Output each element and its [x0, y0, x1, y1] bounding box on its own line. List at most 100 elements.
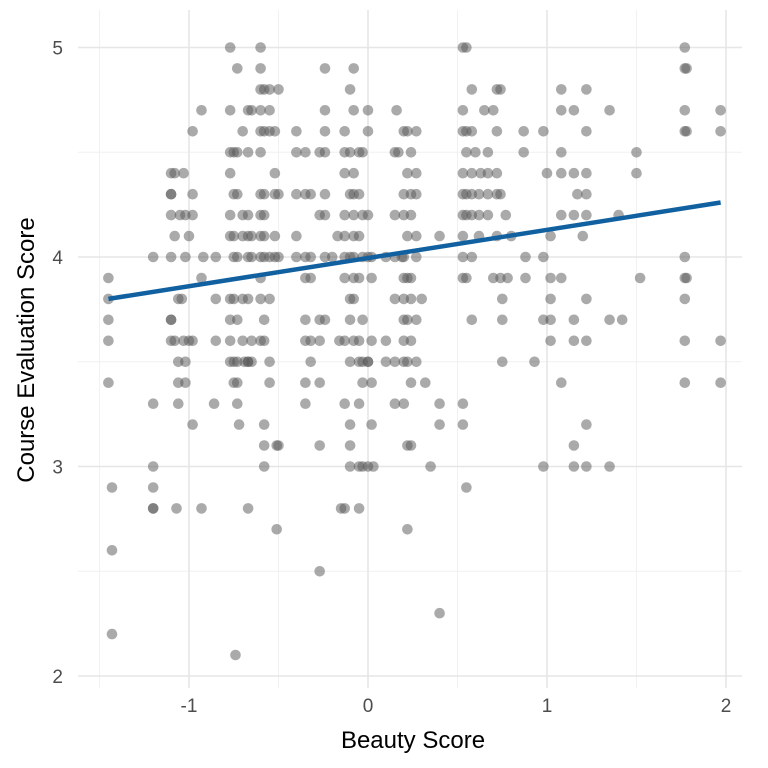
data-point — [339, 167, 351, 179]
data-point — [232, 147, 243, 158]
data-point — [545, 230, 556, 242]
data-point — [344, 147, 356, 158]
data-point — [314, 566, 326, 577]
data-point — [180, 251, 191, 263]
x-tick-label: 2 — [721, 696, 732, 717]
data-point — [255, 105, 266, 116]
data-point — [319, 314, 331, 326]
data-point — [482, 167, 494, 179]
data-point — [300, 398, 311, 410]
data-point — [568, 314, 580, 326]
x-axis-title: Beauty Score — [341, 727, 485, 754]
data-point — [405, 272, 417, 284]
data-point — [106, 545, 118, 556]
data-point — [339, 126, 351, 137]
data-point — [362, 105, 374, 116]
data-point — [405, 293, 417, 305]
data-point — [348, 105, 360, 116]
data-point — [210, 293, 222, 305]
data-point — [353, 398, 365, 410]
data-point — [497, 356, 508, 368]
data-point — [165, 188, 177, 200]
data-point — [393, 147, 404, 158]
data-point — [420, 377, 431, 389]
data-point — [568, 209, 580, 221]
data-point — [679, 251, 691, 263]
x-tick-label: 1 — [542, 696, 553, 717]
data-point — [491, 126, 503, 137]
data-point — [529, 356, 540, 368]
data-point — [581, 188, 592, 200]
data-point — [581, 126, 592, 137]
data-point — [264, 293, 275, 305]
data-point — [581, 335, 592, 347]
data-point — [604, 105, 615, 116]
data-point — [362, 356, 374, 368]
data-point — [187, 209, 198, 221]
data-point — [273, 251, 284, 263]
data-point — [556, 147, 567, 158]
data-point — [264, 377, 275, 389]
data-point — [319, 188, 331, 200]
data-point — [258, 188, 270, 200]
data-point — [402, 230, 413, 242]
data-point — [482, 147, 494, 158]
data-point — [314, 440, 326, 451]
data-point — [339, 335, 351, 347]
data-point — [461, 42, 472, 53]
data-point — [273, 84, 284, 95]
data-point — [518, 147, 529, 158]
data-point — [103, 377, 114, 389]
data-point — [291, 230, 302, 242]
data-point — [556, 84, 567, 95]
data-point — [411, 251, 422, 263]
data-point — [169, 167, 180, 179]
data-point — [389, 356, 401, 368]
data-point — [545, 314, 556, 326]
data-point — [258, 209, 270, 221]
data-point — [398, 398, 410, 410]
data-point — [518, 126, 529, 137]
data-point — [457, 167, 469, 179]
data-point — [568, 167, 580, 179]
data-point — [165, 251, 177, 263]
data-point — [224, 42, 236, 53]
data-point — [538, 126, 549, 137]
data-point — [242, 209, 254, 221]
data-point — [405, 377, 417, 389]
data-point — [196, 503, 207, 514]
data-point — [319, 126, 331, 137]
data-point — [183, 230, 195, 242]
data-point — [242, 293, 254, 305]
data-point — [264, 105, 275, 116]
data-point — [255, 293, 266, 305]
data-point — [147, 461, 159, 472]
data-point — [242, 147, 254, 158]
data-point — [402, 356, 413, 368]
data-point — [389, 398, 401, 410]
data-point — [210, 335, 222, 347]
data-point — [568, 440, 580, 451]
data-point — [541, 167, 553, 179]
data-point — [556, 105, 567, 116]
data-point — [255, 63, 266, 74]
data-point — [237, 126, 248, 137]
data-point — [314, 377, 326, 389]
data-point — [488, 105, 499, 116]
data-point — [479, 105, 490, 116]
y-tick-label: 2 — [52, 667, 63, 688]
data-point — [380, 356, 392, 368]
data-point — [269, 126, 281, 137]
data-point — [353, 230, 365, 242]
data-point — [497, 293, 508, 305]
data-point — [348, 209, 360, 221]
data-point — [411, 314, 422, 326]
data-point — [411, 230, 422, 242]
data-point — [169, 230, 180, 242]
data-point — [242, 503, 254, 514]
data-point — [339, 209, 351, 221]
data-point — [271, 524, 283, 535]
data-point — [258, 335, 270, 347]
data-point — [147, 482, 159, 493]
